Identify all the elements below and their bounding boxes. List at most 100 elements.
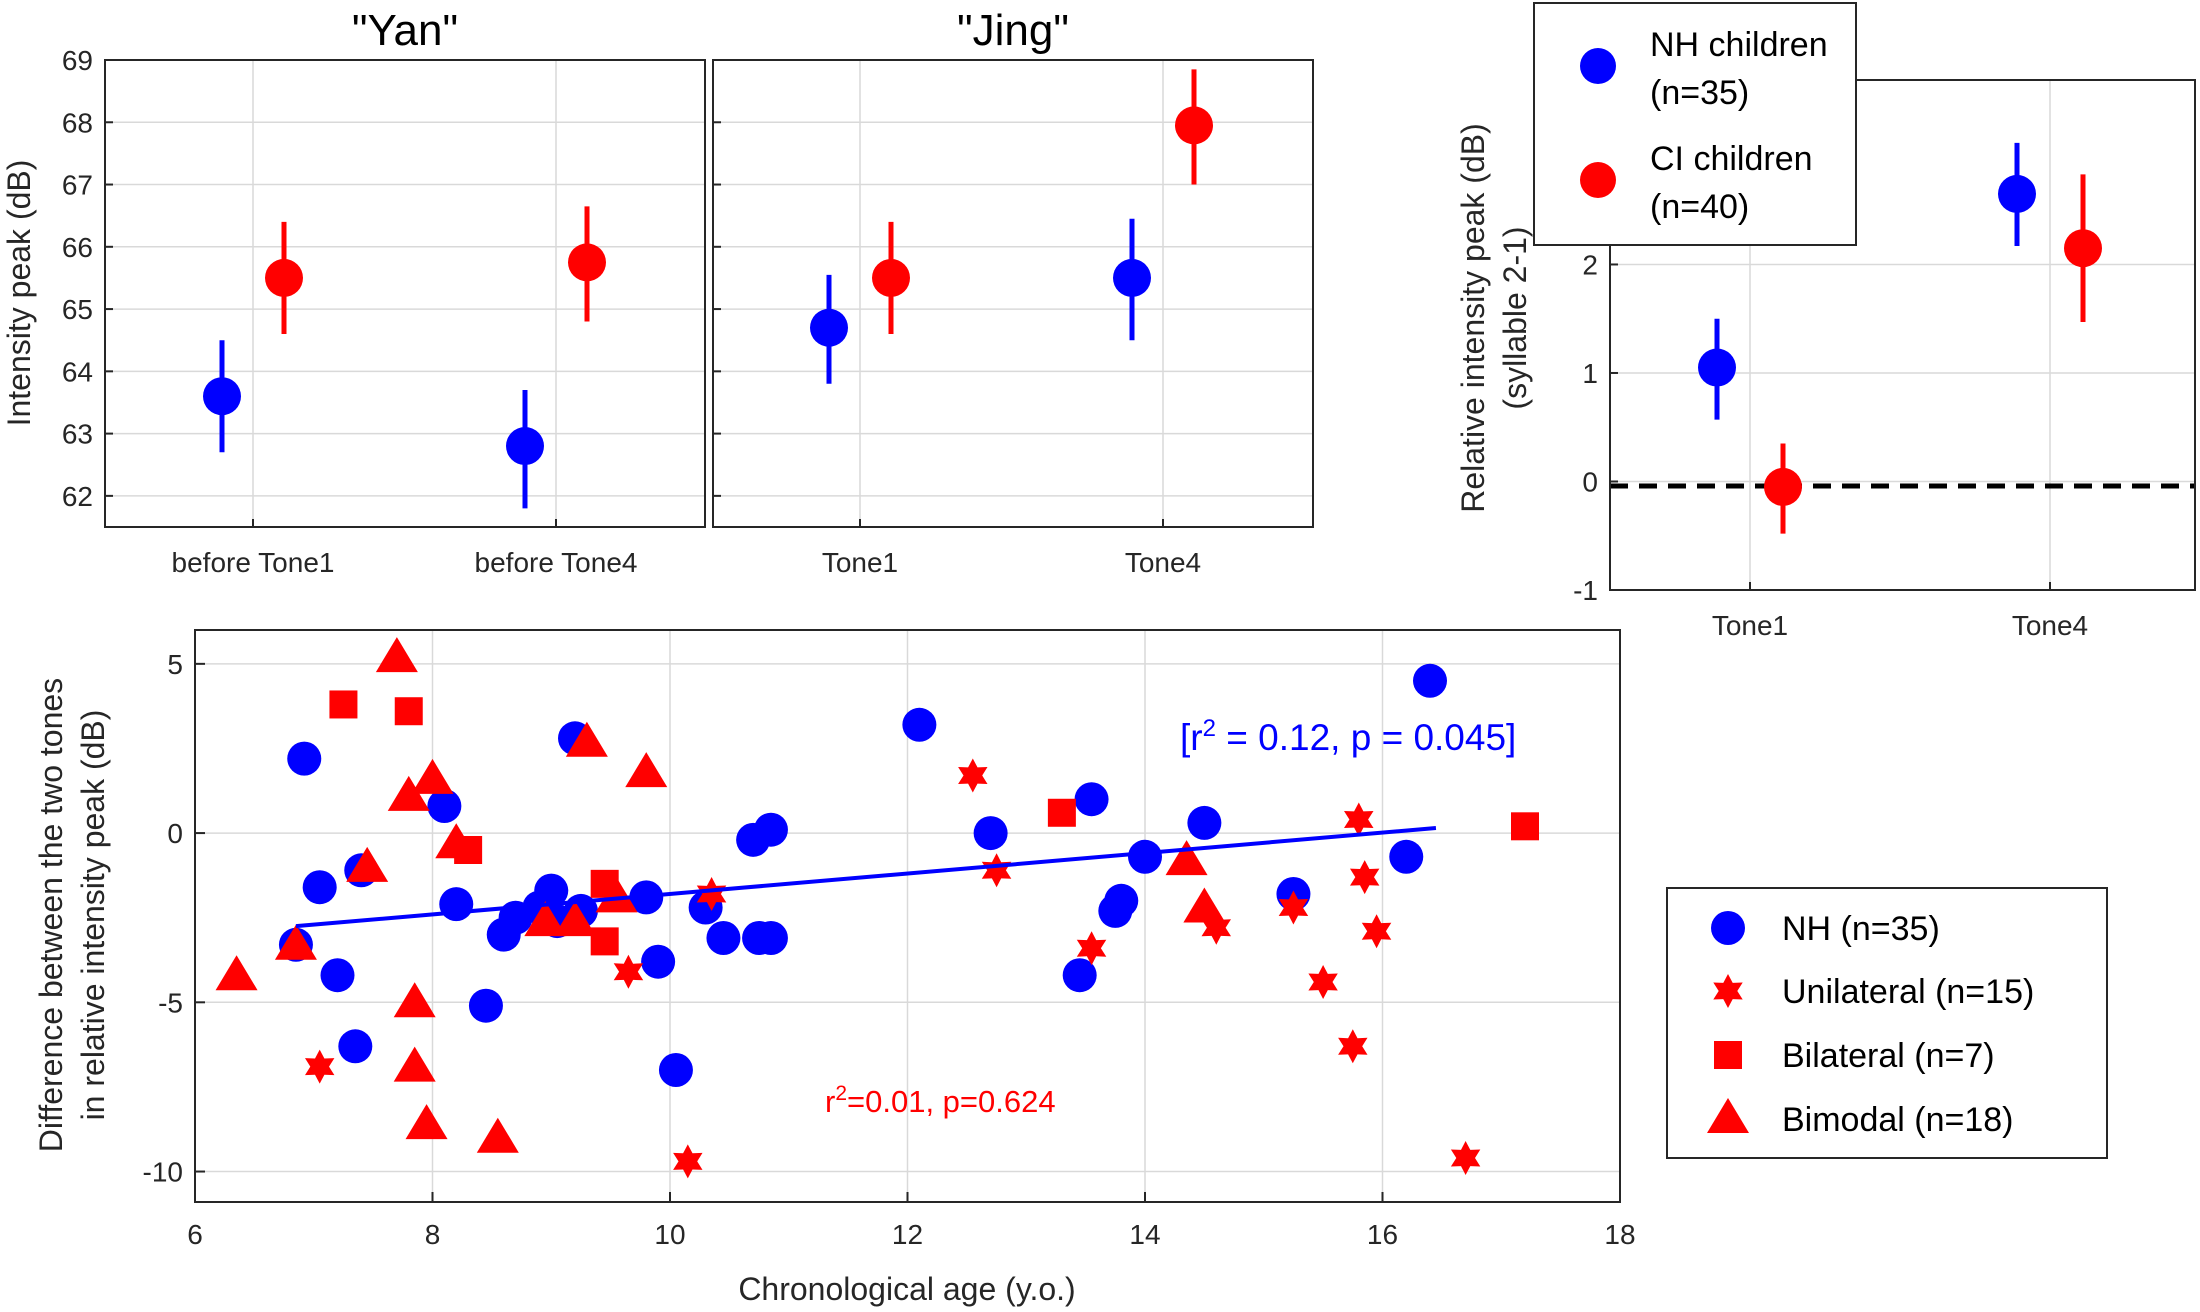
age-nh-point bbox=[973, 816, 1008, 851]
yan-ytick-label: 68 bbox=[62, 107, 93, 138]
age-y-tick-labels: -10 -5 0 5 bbox=[143, 649, 183, 1188]
legend-nh-marker bbox=[1711, 911, 1745, 945]
age-unilateral-point bbox=[1344, 802, 1374, 837]
age-nh-point bbox=[1128, 839, 1162, 874]
age-bimodal-point bbox=[595, 877, 638, 913]
panel-yan: 62 63 64 65 66 67 68 69 before Tone1 before Ton… bbox=[1, 6, 706, 578]
nh-regression-line bbox=[295, 826, 1437, 929]
jing-gridlines bbox=[713, 59, 1313, 527]
age-bimodal-point bbox=[274, 924, 317, 960]
age-nh-point bbox=[468, 988, 503, 1023]
yan-ytick-label: 67 bbox=[62, 170, 93, 201]
age-nh-point bbox=[641, 944, 676, 979]
legend-bilateral-marker bbox=[1714, 1041, 1742, 1069]
age-unilateral-point bbox=[696, 877, 727, 911]
legend-ci-count: (n=40) bbox=[1650, 188, 1749, 226]
age-nh-point bbox=[338, 1029, 373, 1064]
relative-y-axis-label-line2: (syllable 2-1) bbox=[1497, 226, 1533, 409]
jing-x-tick-tone1: Tone1 bbox=[822, 547, 898, 578]
panel-age: 6 8 10 12 14 16 18 -10 -5 0 5 Chronological age (… bbox=[33, 629, 2108, 1307]
jing-ci-point bbox=[1175, 106, 1213, 145]
age-bimodal-point bbox=[1165, 840, 1208, 876]
relative-ytick-label: -1 bbox=[1573, 575, 1598, 606]
jing-data-marks bbox=[810, 69, 1213, 384]
relative-x-tick-tone1: Tone1 bbox=[1712, 610, 1788, 641]
age-xtick-label: 10 bbox=[654, 1219, 685, 1250]
jing-nh-point bbox=[810, 308, 848, 347]
age-gridlines bbox=[194, 630, 1621, 1202]
relative-nh-point bbox=[1698, 348, 1736, 387]
yan-data-marks bbox=[203, 206, 606, 509]
age-nh-point bbox=[1104, 883, 1139, 918]
yan-ytick-label: 64 bbox=[62, 356, 93, 387]
relative-ytick-label: 2 bbox=[1582, 249, 1598, 280]
jing-nh-point bbox=[1113, 258, 1151, 297]
age-unilateral-point bbox=[958, 758, 988, 793]
panel-relative: -1 0 1 2 Tone1 Tone4 Relative intensity pea… bbox=[1455, 2, 2196, 641]
relative-y-axis-label: Relative intensity peak (dB) bbox=[1455, 123, 1491, 513]
yan-x-tick-before-tone1: before Tone1 bbox=[172, 547, 335, 578]
age-bimodal-point bbox=[565, 721, 608, 757]
yan-ytick-label: 66 bbox=[62, 232, 93, 263]
age-bimodal-point bbox=[476, 1117, 519, 1153]
age-unilateral-point bbox=[1338, 1029, 1368, 1064]
yan-x-tick-before-tone4: before Tone4 bbox=[475, 547, 638, 578]
age-nh-point bbox=[658, 1053, 693, 1087]
yan-y-axis-label: Intensity peak (dB) bbox=[1, 160, 37, 427]
age-nh-point bbox=[427, 789, 462, 823]
age-nh-point bbox=[302, 870, 337, 905]
legend-nh-count: (n=35) bbox=[1650, 74, 1749, 112]
relative-ci-point bbox=[1764, 467, 1802, 506]
relative-y-tick-labels: -1 0 1 2 bbox=[1573, 249, 1598, 606]
age-xtick-label: 16 bbox=[1367, 1219, 1398, 1250]
age-nh-point bbox=[753, 812, 788, 847]
legend-implant-markers bbox=[1707, 911, 1749, 1133]
jing-x-tick-tone4: Tone4 bbox=[1125, 547, 1201, 578]
age-nh-point bbox=[439, 887, 474, 922]
age-nh-point bbox=[753, 921, 788, 955]
legend-unilateral: Unilateral (n=15) bbox=[1782, 973, 2034, 1011]
age-nh-point bbox=[1062, 958, 1097, 993]
yan-nh-point bbox=[506, 427, 544, 466]
age-unilateral-point bbox=[1076, 931, 1107, 966]
age-bimodal-point bbox=[625, 752, 668, 788]
relative-axes-frame bbox=[1609, 79, 2196, 591]
age-y-axis-label-line2: in relative intensity peak (dB) bbox=[75, 710, 111, 1121]
age-bimodal-point bbox=[524, 901, 567, 937]
age-unilateral-point bbox=[1308, 965, 1338, 999]
ci-regression-stat: r2=0.01, p=0.624 bbox=[825, 1082, 1056, 1119]
relative-nh-point bbox=[1998, 174, 2036, 213]
legend-groups-box bbox=[1533, 2, 1857, 246]
age-bimodal-point bbox=[215, 955, 258, 991]
jing-title: "Jing" bbox=[957, 6, 1069, 55]
nh-regression-stat: [r2 = 0.12, p = 0.045] bbox=[1180, 715, 1516, 758]
age-xtick-label: 12 bbox=[892, 1219, 923, 1250]
age-bilateral-point bbox=[1047, 798, 1076, 827]
age-xtick-label: 18 bbox=[1604, 1219, 1635, 1250]
relative-ytick-label: 0 bbox=[1582, 466, 1598, 497]
relative-ci-point bbox=[2064, 229, 2102, 268]
yan-ytick-label: 65 bbox=[62, 294, 93, 325]
yan-ytick-label: 62 bbox=[62, 481, 93, 512]
age-unilateral-point bbox=[1350, 860, 1380, 895]
age-x-tick-labels: 6 8 10 12 14 16 18 bbox=[187, 1219, 1635, 1250]
age-ytick-label: -5 bbox=[158, 987, 183, 1018]
age-bimodal-point bbox=[411, 758, 454, 794]
age-bimodal-point bbox=[387, 775, 430, 811]
jing-ci-point bbox=[872, 258, 910, 297]
age-bilateral-point bbox=[1511, 812, 1539, 841]
panel-jing: Tone1 Tone4 "Jing" bbox=[712, 6, 1314, 578]
legend-implant-types: NH (n=35) Unilateral (n=15) Bilateral (n… bbox=[1666, 887, 2108, 1159]
jing-axes-frame bbox=[712, 59, 1314, 528]
yan-gridlines bbox=[105, 59, 705, 527]
age-nh-point bbox=[320, 958, 355, 993]
yan-ytick-label: 69 bbox=[62, 45, 93, 76]
age-unilateral-point bbox=[673, 1144, 703, 1179]
age-bimodal-point bbox=[435, 823, 478, 859]
age-axes-frame bbox=[194, 629, 1621, 1203]
yan-y-tick-labels: 62 63 64 65 66 67 68 69 bbox=[62, 45, 93, 512]
age-bilateral-point bbox=[329, 690, 358, 719]
legend-nh-label: NH children bbox=[1650, 26, 1828, 64]
age-xtick-label: 8 bbox=[425, 1219, 441, 1250]
relative-x-tick-tone4: Tone4 bbox=[2012, 610, 2088, 641]
